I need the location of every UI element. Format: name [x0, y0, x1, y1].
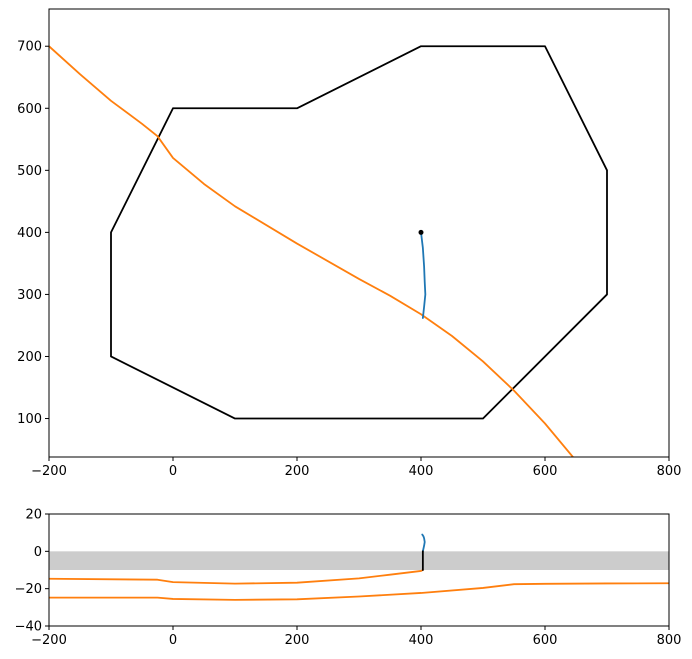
top-x-tick-label: 0	[169, 464, 177, 479]
bottom-x-tick-label: 800	[657, 633, 682, 648]
top-x-tick-label: 400	[409, 464, 434, 479]
top-y-tick-label: 400	[17, 226, 42, 241]
bottom-band	[49, 551, 669, 570]
top-axes-frame	[48, 8, 670, 458]
bottom-x-tick-label: 600	[533, 633, 558, 648]
bottom-axes-frame	[48, 513, 670, 627]
top-start-marker	[418, 229, 424, 235]
bottom-y-tick-label: 0	[34, 545, 42, 560]
top-panel: −200 0 200 400 600 800 100 200 300 400 500 600 700	[17, 8, 681, 479]
top-y-tick-label: 500	[17, 164, 42, 179]
top-y-tick-label: 100	[17, 412, 42, 427]
bottom-series-track	[421, 533, 426, 553]
top-y-tick-label: 700	[17, 40, 42, 55]
bottom-series-curve-upper	[49, 569, 424, 585]
bottom-plot-area	[49, 533, 669, 601]
top-series-curve	[49, 45, 574, 457]
top-x-tick-label: 600	[533, 464, 558, 479]
top-y-tick-label: 200	[17, 350, 42, 365]
bottom-series-curve-lower	[49, 582, 669, 601]
bottom-x-tick-label: 200	[285, 633, 310, 648]
top-x-ticks: −200 0 200 400 600 800	[31, 457, 681, 479]
top-series-track	[420, 231, 427, 319]
bottom-y-ticks: −40 −20 0 20	[15, 508, 49, 635]
top-y-tick-label: 300	[17, 288, 42, 303]
bottom-x-tick-label: 400	[409, 633, 434, 648]
bottom-y-tick-label: 20	[25, 508, 42, 523]
top-y-ticks: 100 200 300 400 500 600 700	[17, 40, 49, 427]
top-x-tick-label: 200	[285, 464, 310, 479]
bottom-x-tick-label: 0	[169, 633, 177, 648]
top-y-tick-label: 600	[17, 102, 42, 117]
bottom-y-tick-label: −40	[15, 620, 42, 635]
bottom-y-tick-label: −20	[15, 582, 42, 597]
top-x-tick-label: 800	[657, 464, 682, 479]
top-series-polygon	[110, 45, 608, 420]
top-plot-area	[49, 45, 608, 457]
top-x-tick-label: −200	[31, 464, 67, 479]
bottom-x-ticks: −200 0 200 400 600 800	[31, 626, 681, 648]
bottom-x-tick-label: −200	[31, 633, 67, 648]
